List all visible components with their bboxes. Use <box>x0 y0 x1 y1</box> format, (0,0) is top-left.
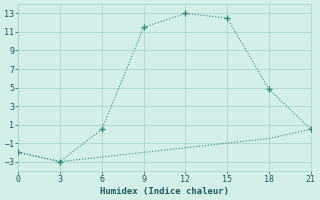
X-axis label: Humidex (Indice chaleur): Humidex (Indice chaleur) <box>100 187 229 196</box>
